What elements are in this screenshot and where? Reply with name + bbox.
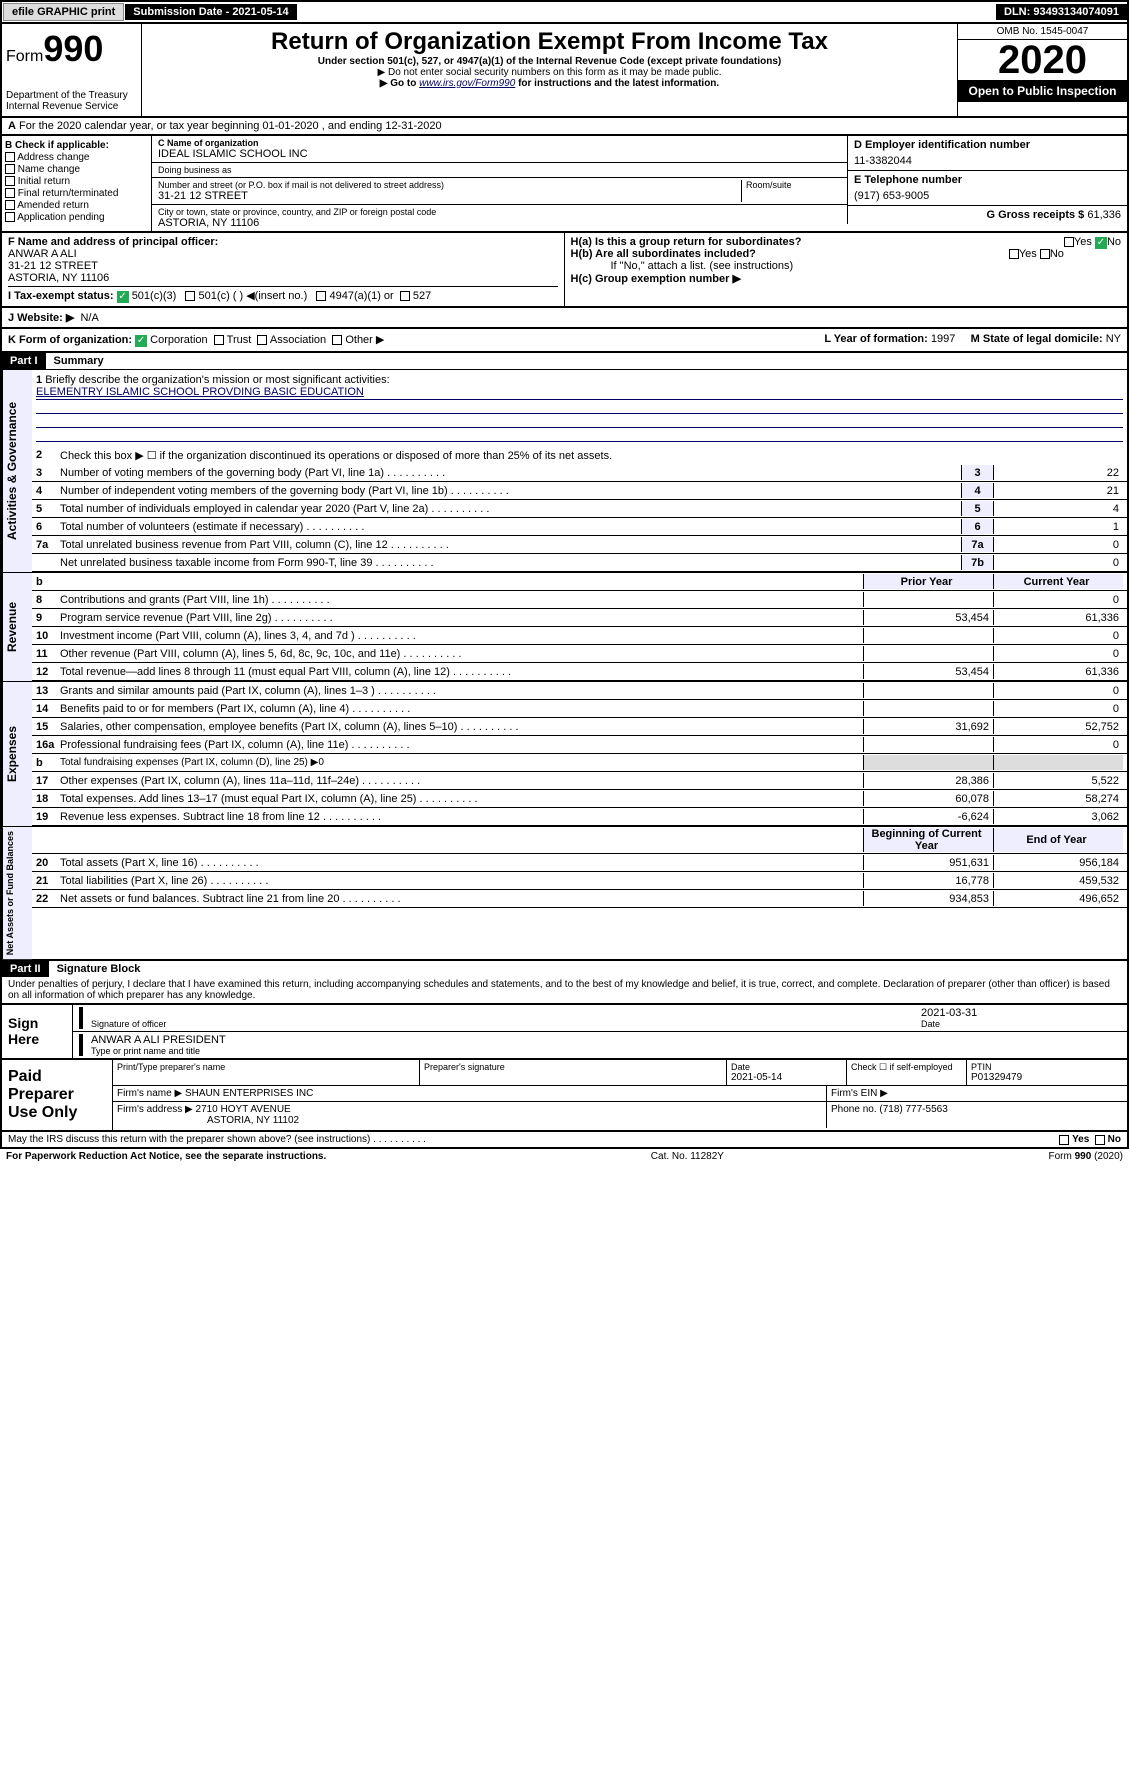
form-label: Form xyxy=(6,48,43,65)
row-j: J Website: ▶ N/A xyxy=(0,308,1129,329)
line-12: 12Total revenue—add lines 8 through 11 (… xyxy=(32,663,1127,681)
preparer-col-1: Preparer's signature xyxy=(420,1060,727,1085)
form-ref: Form 990 (2020) xyxy=(1049,1151,1123,1162)
part-1: Part ISummary Activities & Governance 1 … xyxy=(0,353,1129,961)
col-b-hdr: B Check if applicable: xyxy=(5,140,109,151)
sub3b: for instructions and the latest informat… xyxy=(515,78,719,89)
line-11: 11Other revenue (Part VIII, column (A), … xyxy=(32,645,1127,663)
checkbox-address-change[interactable]: Address change xyxy=(5,152,148,163)
checkbox-amended-return[interactable]: Amended return xyxy=(5,200,148,211)
line-6: 6Total number of volunteers (estimate if… xyxy=(32,518,1127,536)
line-9: 9Program service revenue (Part VIII, lin… xyxy=(32,609,1127,627)
paid-preparer: Paid Preparer Use Only Print/Type prepar… xyxy=(0,1060,1129,1132)
form-title: Return of Organization Exempt From Incom… xyxy=(146,28,953,56)
row-a: A For the 2020 calendar year, or tax yea… xyxy=(0,118,1129,136)
irs-link[interactable]: www.irs.gov/Form990 xyxy=(419,78,515,89)
line-8: 8Contributions and grants (Part VIII, li… xyxy=(32,591,1127,609)
checkbox-application-pending[interactable]: Application pending xyxy=(5,212,148,223)
mission-text: ELEMENTRY ISLAMIC SCHOOL PROVDING BASIC … xyxy=(36,386,1123,400)
sig-date: 2021-03-31 xyxy=(921,1007,1121,1019)
dept-label: Department of the Treasury Internal Reve… xyxy=(6,90,137,112)
line-3: 3Number of voting members of the governi… xyxy=(32,464,1127,482)
form-number: 990 xyxy=(43,28,103,69)
row-f-to-i: F Name and address of principal officer:… xyxy=(0,233,1129,308)
officer-name: ANWAR A ALI xyxy=(8,248,558,260)
block-b-to-h: B Check if applicable: Address change Na… xyxy=(0,136,1129,233)
part2-hdr: Part II xyxy=(2,961,49,977)
sign-here: Sign Here Signature of officer2021-03-31… xyxy=(0,1005,1129,1060)
line-b: bTotal fundraising expenses (Part IX, co… xyxy=(32,754,1127,772)
side-expenses: Expenses xyxy=(2,682,32,826)
row-k: K Form of organization: ✓ Corporation Tr… xyxy=(0,329,1129,353)
preparer-col-3: Check ☐ if self-employed xyxy=(847,1060,967,1085)
line-22: 22Net assets or fund balances. Subtract … xyxy=(32,890,1127,908)
city-state-zip: ASTORIA, NY 11106 xyxy=(158,217,841,229)
line-18: 18Total expenses. Add lines 13–17 (must … xyxy=(32,790,1127,808)
line-7a: 7aTotal unrelated business revenue from … xyxy=(32,536,1127,554)
side-revenue: Revenue xyxy=(2,573,32,681)
org-name: IDEAL ISLAMIC SCHOOL INC xyxy=(158,148,841,160)
col-c: C Name of organizationIDEAL ISLAMIC SCHO… xyxy=(152,136,847,231)
subtitle-1: Under section 501(c), 527, or 4947(a)(1)… xyxy=(146,56,953,67)
line-7b: Net unrelated business taxable income fr… xyxy=(32,554,1127,572)
state-domicile: NY xyxy=(1106,333,1121,345)
ein: 11-3382044 xyxy=(854,155,1121,167)
part1-hdr: Part I xyxy=(2,353,46,369)
side-net: Net Assets or Fund Balances xyxy=(2,827,32,959)
phone: (917) 653-9005 xyxy=(854,190,1121,202)
line-19: 19Revenue less expenses. Subtract line 1… xyxy=(32,808,1127,826)
line-14: 14Benefits paid to or for members (Part … xyxy=(32,700,1127,718)
street-address: 31-21 12 STREET xyxy=(158,190,741,202)
col-b: B Check if applicable: Address change Na… xyxy=(2,136,152,231)
checkbox-name-change[interactable]: Name change xyxy=(5,164,148,175)
line-20: 20Total assets (Part X, line 16)951,6319… xyxy=(32,854,1127,872)
firm-addr: Firm's address ▶ 2710 HOYT AVENUE xyxy=(117,1104,291,1115)
dln: DLN: 93493134074091 xyxy=(996,4,1127,20)
line-21: 21Total liabilities (Part X, line 26)16,… xyxy=(32,872,1127,890)
preparer-col-4: PTINP01329479 xyxy=(967,1060,1127,1085)
checkbox-final-return-terminated[interactable]: Final return/terminated xyxy=(5,188,148,199)
line-4: 4Number of independent voting members of… xyxy=(32,482,1127,500)
preparer-col-0: Print/Type preparer's name xyxy=(113,1060,420,1085)
discuss-row: May the IRS discuss this return with the… xyxy=(0,1132,1129,1149)
submission-date: Submission Date - 2021-05-14 xyxy=(125,4,296,20)
firm-phone: Phone no. (718) 777-5563 xyxy=(827,1102,1127,1128)
form-header: Form990 Department of the Treasury Inter… xyxy=(0,24,1129,118)
line-17: 17Other expenses (Part IX, column (A), l… xyxy=(32,772,1127,790)
line-16a: 16aProfessional fundraising fees (Part I… xyxy=(32,736,1127,754)
efile-button[interactable]: efile GRAPHIC print xyxy=(3,3,124,21)
check-501c3: ✓ xyxy=(117,291,129,303)
checkbox-initial-return[interactable]: Initial return xyxy=(5,176,148,187)
year-formation: 1997 xyxy=(931,333,955,345)
sub3a: ▶ Go to xyxy=(380,78,419,89)
part-2: Part IISignature Block Under penalties o… xyxy=(0,961,1129,1005)
preparer-col-2: Date2021-05-14 xyxy=(727,1060,847,1085)
line-5: 5Total number of individuals employed in… xyxy=(32,500,1127,518)
footer: For Paperwork Reduction Act Notice, see … xyxy=(0,1149,1129,1164)
side-governance: Activities & Governance xyxy=(2,370,32,572)
gross-receipts: 61,336 xyxy=(1087,209,1121,221)
line-10: 10Investment income (Part VIII, column (… xyxy=(32,627,1127,645)
line-15: 15Salaries, other compensation, employee… xyxy=(32,718,1127,736)
tax-year: 2020 xyxy=(958,40,1127,80)
line-13: 13Grants and similar amounts paid (Part … xyxy=(32,682,1127,700)
officer-print: ANWAR A ALI PRESIDENT xyxy=(91,1034,226,1046)
open-badge: Open to Public Inspection xyxy=(958,80,1127,102)
subtitle-2: ▶ Do not enter social security numbers o… xyxy=(146,67,953,78)
declaration: Under penalties of perjury, I declare th… xyxy=(2,977,1127,1003)
check-ha-no: ✓ xyxy=(1095,237,1107,249)
firm-name: Firm's name ▶ SHAUN ENTERPRISES INC xyxy=(113,1086,827,1101)
top-bar: efile GRAPHIC print Submission Date - 20… xyxy=(0,0,1129,24)
col-d-e: D Employer identification number11-33820… xyxy=(847,136,1127,231)
